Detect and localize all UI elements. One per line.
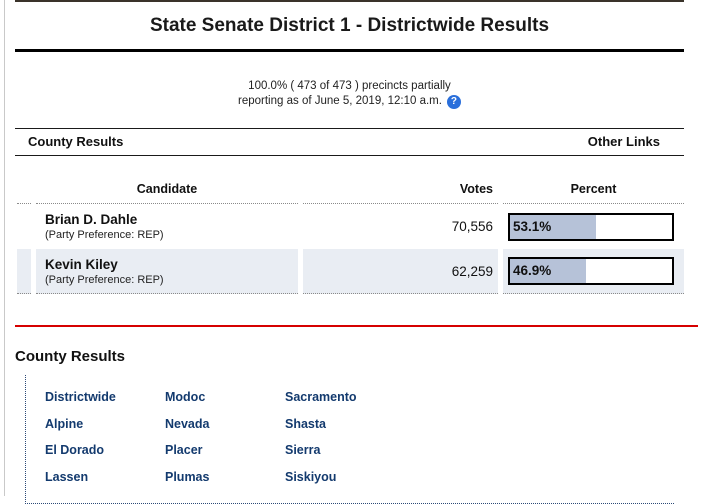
candidate-name: Kevin Kiley [45,256,118,272]
row-spacer-cell [17,204,31,249]
candidate-name: Brian D. Dahle [45,212,138,227]
county-link-nevada[interactable]: Nevada [165,416,210,431]
percent-value: 53.1% [513,218,552,234]
candidate-cell: Kevin Kiley (Party Preference: REP) [36,249,298,294]
section-bar-other-links-label: Other Links [587,134,660,149]
section-bar-county-results-label: County Results [28,134,124,149]
page-left-edge [4,0,5,496]
percent-cell: 46.9% [503,249,684,294]
candidate-party: (Party Preference: REP) [45,273,164,286]
page-title: State Senate District 1 - Districtwide R… [149,15,550,36]
votes-value: 70,556 [451,219,493,234]
percent-bar-wrap: 53.1% [503,204,684,249]
table-row: Brian D. Dahle (Party Preference: REP) 7… [17,204,684,249]
county-links-box: Districtwide Alpine El Dorado Lassen Mod… [25,375,674,504]
county-link-el-dorado[interactable]: El Dorado [45,443,105,458]
percent-bar: 53.1% [508,212,674,241]
percent-bar: 46.9% [508,257,674,285]
section-bar: County Results Other Links [15,128,684,156]
county-links-grid: Districtwide Alpine El Dorado Lassen Mod… [45,384,674,490]
votes-cell: 70,556 [303,204,498,249]
percent-value: 46.9% [513,263,552,278]
title-block: State Senate District 1 - Districtwide R… [15,0,684,52]
percent-bar-fill [510,259,586,283]
county-link-shasta[interactable]: Shasta [285,416,326,431]
percent-bar-wrap: 46.9% [503,249,684,293]
county-link-sacramento[interactable]: Sacramento [285,390,357,405]
header-spacer-cell [17,176,31,204]
percent-cell: 53.1% [503,204,684,249]
county-link-plumas[interactable]: Plumas [165,469,210,484]
votes-value: 62,259 [451,263,493,279]
county-link-placer[interactable]: Placer [165,443,203,458]
reporting-status: 100.0% ( 473 of 473 ) precincts partiall… [15,79,684,109]
county-link-sierra[interactable]: Sierra [285,443,321,458]
help-icon[interactable]: ? [446,94,461,109]
reporting-line2: reporting as of June 5, 2019, 12:10 a.m. [238,95,442,107]
votes-cell: 62,259 [303,249,498,294]
table-row: Kevin Kiley (Party Preference: REP) 62,2… [17,249,684,294]
county-link-lassen[interactable]: Lassen [45,469,89,484]
table-header-row: Candidate Votes Percent [17,176,684,204]
county-results-heading: County Results [15,348,126,365]
county-link-siskiyou[interactable]: Siskiyou [285,469,337,484]
row-spacer-cell [17,249,31,294]
candidate-party: (Party Preference: REP) [45,229,164,241]
results-table: Candidate Votes Percent Brian D. Dahle (… [15,176,684,294]
percent-bar-fill [510,214,597,239]
main-content: State Senate District 1 - Districtwide R… [15,0,698,504]
red-divider [15,325,698,327]
county-link-modoc[interactable]: Modoc [165,390,206,405]
county-link-districtwide[interactable]: Districtwide [45,390,116,405]
votes-column-header: Votes [303,176,498,204]
candidate-column-header: Candidate [36,176,298,204]
county-link-alpine[interactable]: Alpine [45,416,84,431]
reporting-line1: 100.0% ( 473 of 473 ) precincts partiall… [248,80,451,92]
reporting-line2-wrap: reporting as of June 5, 2019, 12:10 a.m.… [238,94,461,109]
percent-column-header: Percent [503,176,684,204]
candidate-cell: Brian D. Dahle (Party Preference: REP) [36,204,298,249]
